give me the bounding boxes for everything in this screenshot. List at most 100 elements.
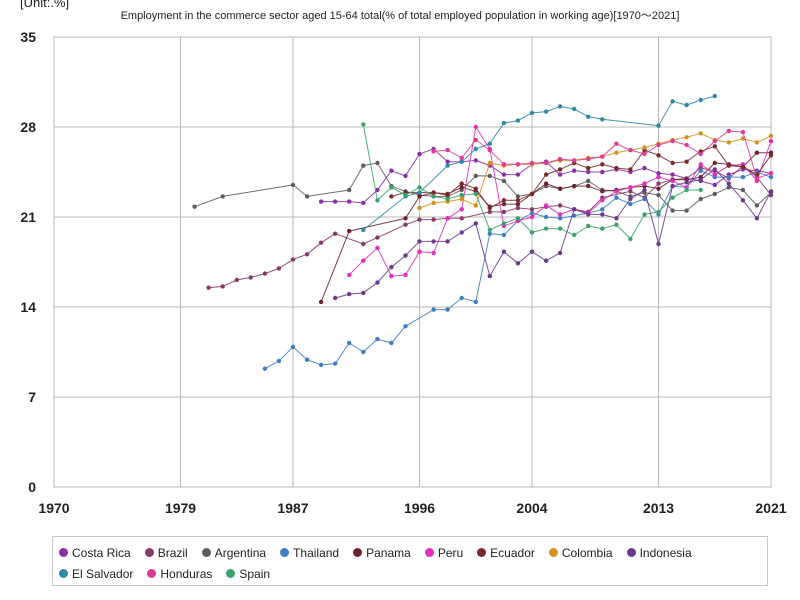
data-point-thailand (445, 307, 450, 312)
data-point-brazil (628, 189, 633, 194)
x-tick-label: 2013 (643, 500, 674, 516)
data-point-indonesia (600, 212, 605, 217)
series-line-el-salvador (362, 95, 715, 231)
data-point-brazil (529, 207, 535, 212)
y-tick-label: 28 (20, 119, 36, 135)
legend-marker (280, 548, 290, 557)
data-point-thailand (487, 231, 492, 236)
series-line-colombia (419, 132, 772, 209)
data-point-ecuador (389, 194, 394, 199)
data-point-indonesia (487, 273, 492, 279)
data-point-costa-rica (600, 169, 605, 175)
series-honduras (431, 128, 774, 181)
data-point-thailand (347, 340, 352, 346)
data-point-argentina (192, 204, 197, 209)
data-point-costa-rica (656, 171, 661, 176)
legend-label: Costa Rica (72, 545, 131, 560)
data-point-colombia (726, 140, 731, 145)
data-point-panama (417, 194, 422, 199)
data-point-honduras (487, 147, 492, 153)
data-point-brazil (234, 277, 239, 283)
data-point-argentina (726, 185, 731, 190)
data-point-honduras (726, 128, 731, 134)
data-point-argentina (698, 196, 703, 202)
data-point-peru (557, 212, 563, 217)
legend-item-spain: Spain (226, 563, 270, 584)
x-tick-label: 1970 (38, 500, 69, 516)
legend-item-argentina: Argentina (201, 542, 266, 563)
data-point-argentina (740, 187, 746, 193)
series-spain (361, 122, 703, 242)
legend-label: Peru (437, 545, 464, 560)
data-point-costa-rica (501, 172, 507, 177)
data-point-honduras (698, 151, 703, 157)
data-point-indonesia (642, 187, 647, 193)
data-point-panama (459, 185, 464, 190)
data-point-peru (459, 207, 464, 212)
data-point-peru (417, 249, 422, 254)
data-point-spain (656, 209, 661, 215)
data-point-indonesia (768, 189, 774, 194)
data-point-indonesia (459, 230, 464, 235)
data-point-ecuador (459, 181, 464, 186)
data-point-indonesia (656, 241, 661, 247)
data-point-colombia (473, 203, 478, 208)
data-point-indonesia (361, 290, 366, 296)
legend-item-costa-rica: Costa Rica (59, 542, 131, 563)
data-point-peru (403, 272, 408, 278)
data-point-peru (698, 162, 703, 167)
data-point-el-salvador (656, 123, 661, 128)
data-point-thailand (290, 344, 296, 350)
data-point-thailand (557, 216, 563, 221)
data-point-el-salvador (543, 109, 549, 114)
data-point-indonesia (333, 295, 338, 301)
data-point-ecuador (543, 172, 549, 177)
data-point-spain (628, 236, 633, 242)
legend-item-brazil: Brazil (144, 542, 188, 563)
data-point-spain (375, 198, 380, 203)
data-point-el-salvador (529, 110, 535, 116)
data-point-el-salvador (600, 117, 605, 122)
legend: Costa Rica Brazil Argentina Thailand Panama P… (52, 536, 768, 586)
data-point-brazil (375, 235, 380, 240)
data-point-peru (600, 198, 605, 203)
legend-label: Indonesia (639, 545, 692, 560)
data-point-brazil (656, 181, 661, 186)
data-point-indonesia (501, 249, 507, 254)
data-point-argentina (361, 163, 366, 168)
data-point-brazil (557, 203, 563, 208)
data-point-colombia (487, 160, 492, 166)
data-point-honduras (501, 162, 507, 167)
data-point-panama (347, 228, 352, 234)
series-line-indonesia (335, 168, 772, 299)
data-point-colombia (740, 136, 746, 141)
data-point-ecuador (726, 163, 731, 168)
data-point-costa-rica (375, 187, 380, 193)
data-point-peru (656, 174, 661, 180)
data-point-spain (614, 222, 619, 227)
data-point-thailand (768, 174, 774, 180)
data-point-el-salvador (501, 120, 507, 126)
data-point-ecuador (740, 164, 746, 170)
data-point-argentina (684, 208, 689, 213)
legend-marker (201, 548, 211, 557)
legend-label: Thailand (293, 545, 340, 560)
data-point-indonesia (572, 207, 577, 212)
legend-label: Ecuador (490, 545, 535, 560)
data-point-el-salvador (670, 99, 675, 104)
data-point-indonesia (529, 249, 535, 254)
data-point-brazil (459, 216, 464, 221)
data-point-thailand (361, 349, 366, 355)
data-point-peru (473, 124, 478, 130)
data-point-costa-rica (347, 199, 352, 204)
data-point-honduras (642, 151, 647, 157)
legend-item-indonesia: Indonesia (626, 542, 692, 563)
data-point-indonesia (347, 291, 352, 297)
data-point-spain (684, 187, 689, 193)
legend-marker (424, 548, 434, 557)
data-point-indonesia (754, 216, 760, 221)
data-point-argentina (375, 160, 380, 166)
data-point-spain (389, 185, 394, 190)
data-point-honduras (628, 147, 633, 153)
